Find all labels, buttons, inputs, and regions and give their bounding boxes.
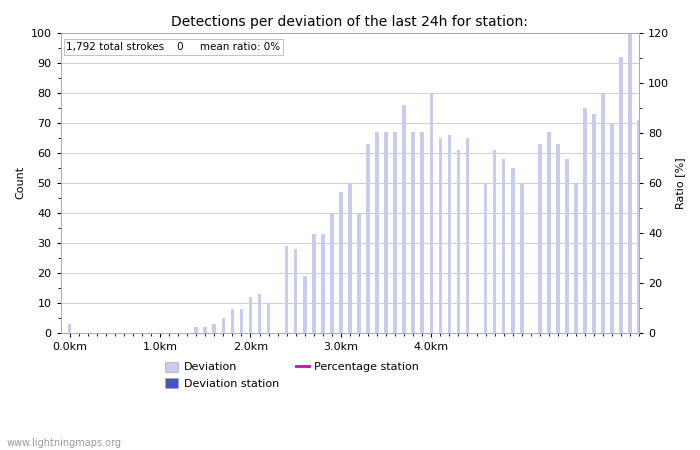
Bar [195,327,198,333]
Bar [330,213,334,333]
Bar [493,150,496,333]
Bar [285,246,288,333]
Text: 1,792 total strokes    0     mean ratio: 0%: 1,792 total strokes 0 mean ratio: 0% [66,42,281,52]
Bar [384,132,388,333]
Bar [583,108,587,333]
Bar [303,276,307,333]
Bar [393,132,397,333]
Bar [312,234,316,333]
Bar [574,183,578,333]
Bar [321,234,325,333]
Bar [610,123,614,333]
Bar [520,183,524,333]
Bar [620,57,623,333]
Bar [267,303,270,333]
Bar [213,324,216,333]
Bar [357,213,360,333]
Bar [538,144,542,333]
Bar [366,144,370,333]
Y-axis label: Ratio [%]: Ratio [%] [675,157,685,209]
Bar [638,120,641,333]
Bar [68,324,71,333]
Bar [547,132,551,333]
Bar [339,192,343,333]
Bar [430,93,433,333]
Bar [592,114,596,333]
Bar [447,135,452,333]
Legend: Deviation, Deviation station, Percentage station: Deviation, Deviation station, Percentage… [160,357,424,393]
X-axis label: Deviations: Deviations [622,349,680,359]
Bar [412,132,415,333]
Bar [565,159,569,333]
Bar [221,318,225,333]
Bar [258,294,261,333]
Bar [484,183,487,333]
Bar [230,309,235,333]
Bar [294,249,298,333]
Bar [601,93,605,333]
Bar [248,297,252,333]
Bar [204,327,207,333]
Bar [466,138,469,333]
Bar [348,183,351,333]
Bar [375,132,379,333]
Bar [421,132,424,333]
Bar [456,150,461,333]
Bar [402,105,406,333]
Bar [511,168,514,333]
Text: www.lightningmaps.org: www.lightningmaps.org [7,438,122,448]
Y-axis label: Count: Count [15,166,25,199]
Bar [239,309,243,333]
Bar [439,138,442,333]
Bar [502,159,505,333]
Bar [556,144,560,333]
Bar [629,33,632,333]
Title: Detections per deviation of the last 24h for station:: Detections per deviation of the last 24h… [172,15,528,29]
